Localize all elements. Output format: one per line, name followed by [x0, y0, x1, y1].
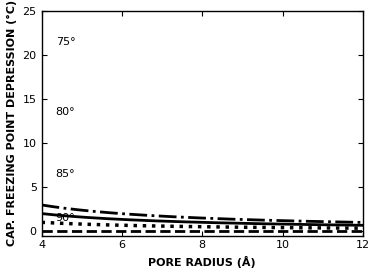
Text: 75°: 75° [56, 37, 75, 47]
X-axis label: PORE RADIUS (Å): PORE RADIUS (Å) [149, 256, 256, 268]
Text: 85°: 85° [56, 169, 75, 179]
Text: 80°: 80° [56, 107, 75, 117]
Text: 90°: 90° [56, 213, 75, 223]
Y-axis label: CAP. FREEZING POINT DEPRESSION (°C): CAP. FREEZING POINT DEPRESSION (°C) [7, 0, 17, 246]
